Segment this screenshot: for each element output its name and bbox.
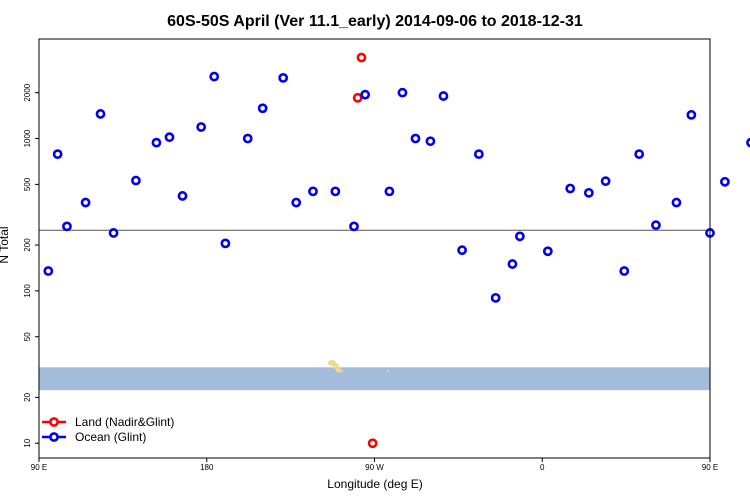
y-axis: 10 20 50 100 200 500 1000 2000 — [23, 83, 39, 448]
x-axis: 90 E 180 90 W 0 90 E — [31, 458, 718, 472]
land-shapes — [328, 360, 389, 373]
ocean-point — [410, 133, 421, 144]
ocean-point — [583, 187, 594, 198]
ocean-point — [349, 221, 359, 232]
ocean-point — [177, 191, 188, 201]
legend-marker — [49, 432, 59, 442]
land-point — [367, 438, 378, 449]
ocean-point — [457, 245, 468, 256]
ocean-point — [131, 175, 141, 186]
land-point — [352, 92, 363, 103]
ocean-point — [209, 71, 220, 82]
ocean-point — [542, 246, 553, 257]
ocean-point — [330, 186, 341, 197]
ocean-point — [360, 89, 371, 100]
ocean-point — [43, 266, 54, 276]
y-tick-label: 10 — [23, 438, 32, 447]
land-shape — [333, 363, 339, 369]
ocean-point — [108, 228, 119, 238]
ocean-point — [164, 132, 175, 143]
x-tick-label: 90 E — [31, 463, 47, 472]
ocean-point — [80, 197, 91, 208]
legend-label: Land (Nadir&Glint) — [75, 415, 174, 429]
data-points — [43, 52, 750, 449]
ocean-point — [95, 109, 106, 119]
y-tick-label: 50 — [23, 332, 32, 341]
legend-item-ocean: Ocean (Glint) — [42, 430, 146, 444]
y-axis-label: N Total — [0, 226, 11, 263]
land-band — [39, 367, 710, 391]
ocean-point — [565, 183, 576, 194]
x-tick-label: 0 — [540, 463, 545, 472]
ocean-point — [507, 259, 518, 269]
ocean-point — [196, 122, 207, 132]
legend-label: Ocean (Glint) — [75, 430, 146, 444]
ocean-point — [651, 220, 661, 231]
ocean-point — [490, 292, 501, 303]
ocean-point — [397, 87, 408, 98]
legend-marker — [49, 417, 59, 427]
land-shape — [339, 369, 343, 373]
ocean-point — [52, 149, 63, 160]
ocean-point — [634, 149, 645, 160]
x-tick-label: 180 — [200, 463, 214, 472]
ocean-point — [514, 231, 525, 242]
ocean-point — [686, 109, 697, 120]
ocean-point — [720, 176, 730, 187]
legend-item-land: Land (Nadir&Glint) — [42, 415, 174, 429]
ocean-point — [619, 266, 630, 276]
x-tick-label: 90 W — [365, 463, 384, 472]
ocean-point — [257, 103, 268, 114]
ocean-point — [384, 186, 395, 197]
y-tick-label: 200 — [23, 238, 32, 252]
plot-frame — [38, 38, 711, 459]
chart-title: 60S-50S April (Ver 11.1_early) 2014-09-0… — [167, 13, 583, 30]
y-tick-label: 1000 — [23, 129, 32, 147]
legend: Land (Nadir&Glint)Ocean (Glint) — [42, 415, 174, 444]
land-point — [356, 52, 367, 63]
y-tick-label: 100 — [23, 284, 32, 298]
land-shape — [387, 370, 389, 372]
ocean-point — [746, 137, 750, 148]
ocean-point — [671, 197, 682, 208]
y-tick-label: 20 — [23, 392, 32, 401]
ocean-point — [278, 72, 289, 83]
ocean-point — [438, 91, 449, 101]
ocean-point — [220, 238, 231, 249]
y-tick-label: 2000 — [23, 83, 32, 101]
ocean-point — [242, 133, 253, 144]
ocean-point — [151, 137, 162, 148]
y-tick-label: 500 — [23, 177, 32, 191]
ocean-point — [291, 197, 302, 208]
ocean-point — [425, 136, 436, 147]
x-tick-label: 90 E — [702, 463, 718, 472]
x-axis-label: Longitude (deg E) — [327, 477, 422, 491]
ocean-point — [473, 149, 484, 160]
ocean-point — [308, 186, 318, 197]
ocean-point — [62, 221, 72, 232]
ocean-point — [600, 176, 611, 187]
